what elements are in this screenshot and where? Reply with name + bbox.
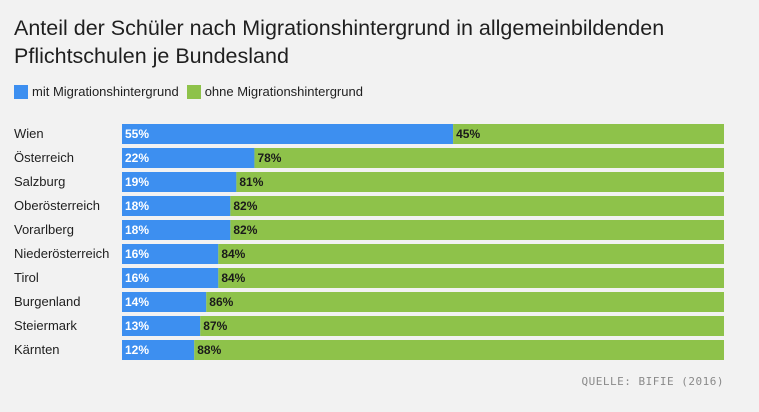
value-label-mit-kaernten: 12% (125, 343, 149, 357)
category-label-burgenland: Burgenland (14, 294, 81, 309)
value-label-mit-salzburg: 19% (125, 175, 149, 189)
category-label-niederoesterreich: Niederösterreich (14, 246, 109, 261)
bar-ohne-kaernten (194, 340, 725, 360)
bar-mit-burgenland (122, 292, 207, 312)
value-label-mit-vorarlberg: 18% (125, 223, 149, 237)
category-label-tirol: Tirol (14, 270, 39, 285)
value-label-ohne-steiermark: 87% (203, 319, 227, 333)
legend-swatch-mit (14, 84, 28, 99)
bar-mit-salzburg (122, 172, 237, 192)
category-label-vorarlberg: Vorarlberg (14, 222, 74, 237)
bar-ohne-oesterreich (254, 148, 724, 168)
bar-ohne-burgenland (206, 292, 724, 312)
value-label-ohne-oesterreich: 78% (257, 151, 281, 165)
bar-mit-niederoesterreich (122, 244, 219, 264)
legend-label-ohne: ohne Migrationshintergrund (204, 84, 363, 99)
bar-mit-oberoesterreich (122, 196, 231, 216)
bar-mit-kaernten (122, 340, 195, 360)
value-label-ohne-vorarlberg: 82% (233, 223, 257, 237)
value-label-ohne-niederoesterreich: 84% (221, 247, 245, 261)
legend-item-mit: mit Migrationshintergrund (14, 84, 179, 99)
legend-label-mit: mit Migrationshintergrund (32, 84, 179, 99)
bar-mit-wien (122, 124, 454, 144)
category-label-salzburg: Salzburg (14, 174, 65, 189)
value-label-ohne-kaernten: 88% (197, 343, 221, 357)
value-label-ohne-salzburg: 81% (239, 175, 263, 189)
value-label-mit-oesterreich: 22% (125, 151, 149, 165)
bar-ohne-wien (453, 124, 724, 144)
category-label-steiermark: Steiermark (14, 318, 77, 333)
category-label-oberoesterreich: Oberösterreich (14, 198, 100, 213)
category-label-oesterreich: Österreich (14, 150, 74, 165)
source-note: QUELLE: BIFIE (2016) (581, 375, 724, 388)
value-label-ohne-tirol: 84% (221, 271, 245, 285)
category-label-wien: Wien (14, 126, 44, 141)
bar-mit-tirol (122, 268, 219, 288)
value-label-mit-tirol: 16% (125, 271, 149, 285)
value-label-mit-steiermark: 13% (125, 319, 149, 333)
bar-ohne-salzburg (236, 172, 724, 192)
legend: mit Migrationshintergrund ohne Migration… (14, 84, 371, 99)
value-label-ohne-burgenland: 86% (209, 295, 233, 309)
bar-ohne-vorarlberg (230, 220, 725, 240)
bar-ohne-steiermark (200, 316, 724, 336)
bar-ohne-tirol (218, 268, 724, 288)
value-label-ohne-oberoesterreich: 82% (233, 199, 257, 213)
category-label-kaernten: Kärnten (14, 342, 60, 357)
chart-title: Anteil der Schüler nach Migrationshinter… (14, 16, 665, 68)
value-label-mit-burgenland: 14% (125, 295, 149, 309)
bar-ohne-oberoesterreich (230, 196, 725, 216)
bar-mit-oesterreich (122, 148, 255, 168)
bar-ohne-niederoesterreich (218, 244, 724, 264)
legend-item-ohne: ohne Migrationshintergrund (186, 84, 363, 99)
bar-mit-vorarlberg (122, 220, 231, 240)
bar-mit-steiermark (122, 316, 201, 336)
legend-swatch-ohne (186, 84, 201, 99)
value-label-mit-wien: 55% (125, 127, 149, 141)
value-label-ohne-wien: 45% (456, 127, 480, 141)
value-label-mit-oberoesterreich: 18% (125, 199, 149, 213)
value-label-mit-niederoesterreich: 16% (125, 247, 149, 261)
